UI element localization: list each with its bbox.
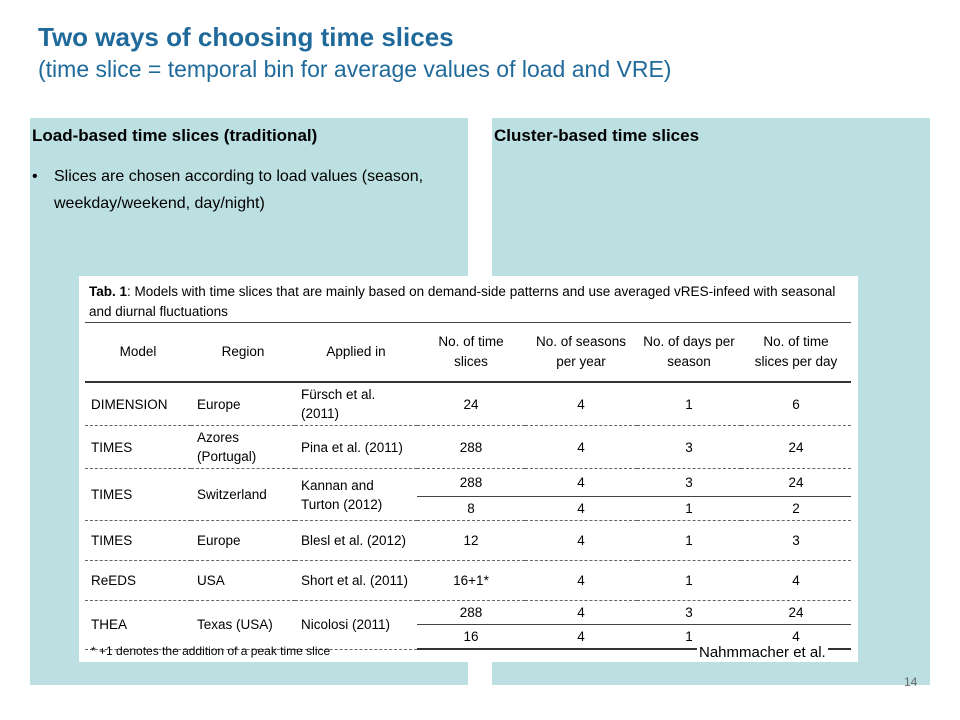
value-cell: 4 xyxy=(525,624,637,650)
region-cell: USA xyxy=(191,560,295,601)
table-row: TIMES Switzerland Kannan and Turton (201… xyxy=(85,468,851,521)
models-table: Model Region Applied in No. of time slic… xyxy=(85,322,851,650)
table-footnote: * +1 denotes the addition of a peak time… xyxy=(91,644,331,658)
value-cell: 16+1* xyxy=(417,560,525,601)
value-cell: 3 xyxy=(637,425,741,469)
model-cell: DIMENSION xyxy=(85,382,191,426)
value-cell: 1 xyxy=(637,496,741,521)
table-row: ReEDS USA Short et al. (2011) 16+1* 4 1 … xyxy=(85,560,851,601)
table-caption-label: Tab. 1 xyxy=(89,284,128,299)
header-cell: No. of seasons per year xyxy=(525,322,637,383)
region-cell: Azores (Portugal) xyxy=(191,425,295,469)
value-cell: 4 xyxy=(525,468,637,497)
applied-cell: Kannan and Turton (2012) xyxy=(295,468,417,521)
value-cell: 288 xyxy=(417,425,525,469)
model-cell: ReEDS xyxy=(85,560,191,601)
model-cell: TIMES xyxy=(85,520,191,561)
value-cell: 8 xyxy=(417,496,525,521)
source-credit: Nahmmacher et al. xyxy=(697,644,828,661)
bullet-dot: • xyxy=(32,168,38,185)
region-cell: Switzerland xyxy=(191,468,295,521)
header-cell: Model xyxy=(85,322,191,383)
value-cell: 24 xyxy=(741,425,851,469)
value-cell: 24 xyxy=(741,600,851,625)
value-cell: 4 xyxy=(525,425,637,469)
value-cell: 288 xyxy=(417,600,525,625)
header-cell: No. of time slices xyxy=(417,322,525,383)
slide-title: Two ways of choosing time slices xyxy=(38,22,454,52)
value-cell: 1 xyxy=(637,560,741,601)
model-cell: TIMES xyxy=(85,425,191,469)
value-cell: 6 xyxy=(741,382,851,426)
value-cell: 3 xyxy=(741,520,851,561)
value-cell: 4 xyxy=(525,382,637,426)
region-cell: Europe xyxy=(191,382,295,426)
header-cell: No. of days per season xyxy=(637,322,741,383)
value-cell: 4 xyxy=(525,520,637,561)
value-cell: 288 xyxy=(417,468,525,497)
table-row: TIMES Azores (Portugal) Pina et al. (201… xyxy=(85,425,851,469)
table-row: TIMES Europe Blesl et al. (2012) 12 4 1 … xyxy=(85,520,851,561)
value-cell: 1 xyxy=(637,520,741,561)
header-cell: Applied in xyxy=(295,322,417,383)
value-cell: 12 xyxy=(417,520,525,561)
value-cell: 2 xyxy=(741,496,851,521)
region-cell: Texas (USA) xyxy=(191,600,295,650)
table-caption: Tab. 1: Models with time slices that are… xyxy=(89,282,849,322)
value-cell: 24 xyxy=(417,382,525,426)
header-cell: No. of time slices per day xyxy=(741,322,851,383)
table-row: 8 4 1 2 xyxy=(85,496,851,521)
value-cell: 24 xyxy=(741,468,851,497)
table-caption-text: : Models with time slices that are mainl… xyxy=(89,284,836,319)
applied-cell: Blesl et al. (2012) xyxy=(295,520,417,561)
applied-cell: Nicolosi (2011) xyxy=(295,600,417,650)
header-cell: Region xyxy=(191,322,295,383)
applied-cell: Fürsch et al. (2011) xyxy=(295,382,417,426)
value-cell: 4 xyxy=(525,600,637,625)
table-row: THEA Texas (USA) Nicolosi (2011) 288 4 3… xyxy=(85,600,851,650)
applied-cell: Short et al. (2011) xyxy=(295,560,417,601)
value-cell: 1 xyxy=(637,382,741,426)
value-cell: 3 xyxy=(637,600,741,625)
value-cell: 4 xyxy=(525,496,637,521)
load-based-heading: Load-based time slices (traditional) xyxy=(32,126,318,145)
value-cell: 4 xyxy=(741,560,851,601)
cluster-based-heading: Cluster-based time slices xyxy=(494,126,700,145)
region-cell: Europe xyxy=(191,520,295,561)
model-cell: TIMES xyxy=(85,468,191,521)
model-cell: THEA xyxy=(85,600,191,650)
bullet-text: Slices are chosen according to load valu… xyxy=(54,168,424,212)
value-cell: 3 xyxy=(637,468,741,497)
value-cell: 4 xyxy=(525,560,637,601)
models-table-card: Tab. 1: Models with time slices that are… xyxy=(79,276,858,662)
value-cell: 16 xyxy=(417,624,525,650)
page-number: 14 xyxy=(904,675,918,689)
slide-subtitle: (time slice = temporal bin for average v… xyxy=(38,56,672,82)
table-row: DIMENSION Europe Fürsch et al. (2011) 24… xyxy=(85,382,851,426)
applied-cell: Pina et al. (2011) xyxy=(295,425,417,469)
table-header-row: Model Region Applied in No. of time slic… xyxy=(85,322,851,383)
